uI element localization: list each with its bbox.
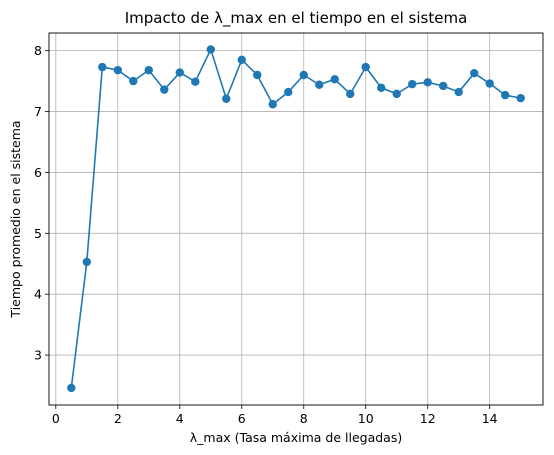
data-point — [454, 87, 463, 97]
data-point — [237, 55, 246, 64]
data-point — [439, 81, 448, 91]
x-tick-label: 10 — [358, 411, 374, 426]
y-tick-label: 5 — [34, 226, 42, 241]
data-point — [113, 65, 123, 75]
x-tick-label: 8 — [300, 411, 308, 426]
data-point — [82, 257, 92, 267]
data-point — [516, 93, 525, 103]
data-point — [67, 383, 76, 393]
data-point — [253, 70, 262, 80]
data-point — [469, 68, 479, 78]
data-point — [191, 77, 200, 86]
x-tick-label: 2 — [114, 411, 122, 426]
data-point — [144, 65, 153, 75]
y-tick-label: 7 — [34, 104, 42, 119]
x-axis-label: λ_max (Tasa máxima de llegadas) — [190, 430, 402, 445]
y-tick-label: 4 — [34, 287, 42, 302]
data-point — [299, 70, 308, 80]
x-tick-label: 12 — [420, 411, 436, 426]
data-point — [485, 79, 494, 88]
y-tick-label: 6 — [34, 165, 42, 180]
series-line — [70, 48, 521, 389]
data-point — [222, 94, 231, 103]
y-axis-label: Tiempo promedio en el sistema — [8, 120, 23, 318]
grid-lines — [49, 33, 543, 405]
axis-ticks: 0 2 4 6 8 10 12 14 3 4 5 6 7 8 — [34, 43, 498, 426]
data-point — [392, 89, 401, 99]
data-point — [268, 100, 277, 109]
plot-frame — [48, 32, 544, 406]
series-layer — [67, 45, 525, 393]
x-tick-label: 6 — [238, 411, 246, 426]
data-point — [330, 75, 339, 84]
data-point — [423, 78, 432, 87]
data-point — [377, 83, 386, 92]
data-point — [315, 80, 324, 89]
x-tick-label: 14 — [482, 411, 498, 426]
y-tick-label: 8 — [34, 43, 42, 58]
data-point — [98, 62, 107, 72]
data-point — [175, 68, 184, 77]
data-point — [129, 76, 138, 86]
x-tick-label: 0 — [52, 411, 60, 426]
chart-title: Impacto de λ_max en el tiempo en el sist… — [125, 9, 468, 28]
y-tick-label: 3 — [34, 348, 42, 363]
data-point — [346, 89, 355, 99]
data-point — [206, 45, 215, 54]
data-point — [284, 87, 293, 97]
data-point — [500, 90, 510, 100]
data-point — [408, 79, 417, 89]
data-point — [361, 62, 370, 72]
data-point — [160, 85, 169, 94]
x-tick-label: 4 — [176, 411, 184, 426]
